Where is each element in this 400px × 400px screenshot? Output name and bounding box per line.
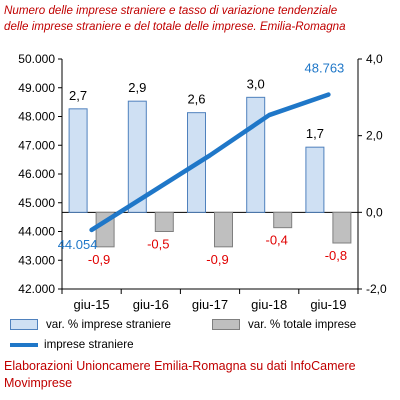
legend-label-straniere: var. % imprese straniere: [46, 318, 172, 331]
bar-totale: [273, 211, 293, 229]
bar-straniere: [68, 108, 88, 213]
x-tick-label: giu-18: [251, 297, 287, 312]
data-label-straniere: 2,9: [128, 80, 146, 95]
x-tick-label: giu-15: [74, 297, 110, 312]
bar-totale: [154, 211, 174, 232]
y-left-tick-label: 47.000: [18, 138, 55, 152]
data-label-totale: -0,5: [147, 237, 169, 252]
y-right-tick-label: 2,0: [366, 129, 383, 143]
legend-label-totale: var. % totale imprese: [248, 318, 357, 331]
x-tick-label: giu-19: [310, 297, 346, 312]
y-left-tick-label: 46.000: [18, 167, 55, 181]
data-label-straniere: 1,7: [306, 126, 324, 141]
source-line-1: Elaborazioni Unioncamere Emilia-Romagna …: [4, 359, 356, 373]
y-left-tick-label: 45.000: [18, 196, 55, 210]
line-label-start: 44.054: [58, 237, 98, 252]
legend-item-line: imprese straniere: [10, 338, 134, 351]
y-left-tick-label: 43.000: [18, 253, 55, 267]
y-left-tick-label: 42.000: [18, 282, 55, 296]
bar-straniere: [127, 100, 147, 213]
data-label-straniere: 2,7: [69, 88, 87, 103]
x-tick-label: giu-17: [192, 297, 228, 312]
data-label-totale: -0,8: [325, 248, 347, 263]
chart-title-line-2: delle imprese straniere e del totale del…: [4, 20, 346, 33]
y-right-tick-label: -2,0: [366, 282, 387, 296]
bar-straniere: [246, 96, 266, 213]
bar-straniere: [305, 146, 325, 213]
legend-swatch-totale: [212, 319, 240, 330]
bar-totale: [332, 211, 352, 244]
legend-label-line: imprese straniere: [44, 338, 134, 351]
y-left-tick-label: 49.000: [18, 81, 55, 95]
chart-title-line-1: Numero delle imprese straniere e tasso d…: [4, 4, 338, 17]
y-left-tick-label: 48.000: [18, 110, 55, 124]
y-right-tick-label: 0,0: [366, 205, 383, 219]
legend-swatch-straniere: [10, 319, 38, 330]
data-label-straniere: 3,0: [247, 76, 265, 91]
chart-area: 42.000 43.000 44.000 45.000 46.000 47.000 48.0…: [18, 52, 387, 312]
data-label-straniere: 2,6: [187, 92, 205, 107]
source-line-2: Movimprese: [4, 376, 73, 390]
line-imprese-straniere: [89, 92, 331, 233]
line-label-end: 48.763: [305, 61, 345, 76]
data-label-totale: -0,9: [88, 252, 110, 267]
chart-legend: var. % imprese straniere var. % totale i…: [0, 318, 400, 358]
x-tick-label: giu-16: [133, 297, 169, 312]
chart-title: Numero delle imprese straniere e tasso d…: [4, 3, 396, 35]
y-left-tick-label: 50.000: [18, 52, 55, 66]
legend-item-straniere: var. % imprese straniere: [10, 318, 171, 331]
y-left-tick-label: 44.000: [18, 225, 55, 239]
bar-totale: [214, 211, 233, 248]
legend-swatch-line: [10, 342, 38, 347]
legend-item-totale: var. % totale imprese: [212, 318, 356, 331]
y-right-tick-label: 4,0: [366, 52, 383, 66]
source-note: Elaborazioni Unioncamere Emilia-Romagna …: [4, 358, 396, 392]
data-label-totale: -0,4: [265, 233, 287, 248]
data-label-totale: -0,9: [206, 252, 228, 267]
